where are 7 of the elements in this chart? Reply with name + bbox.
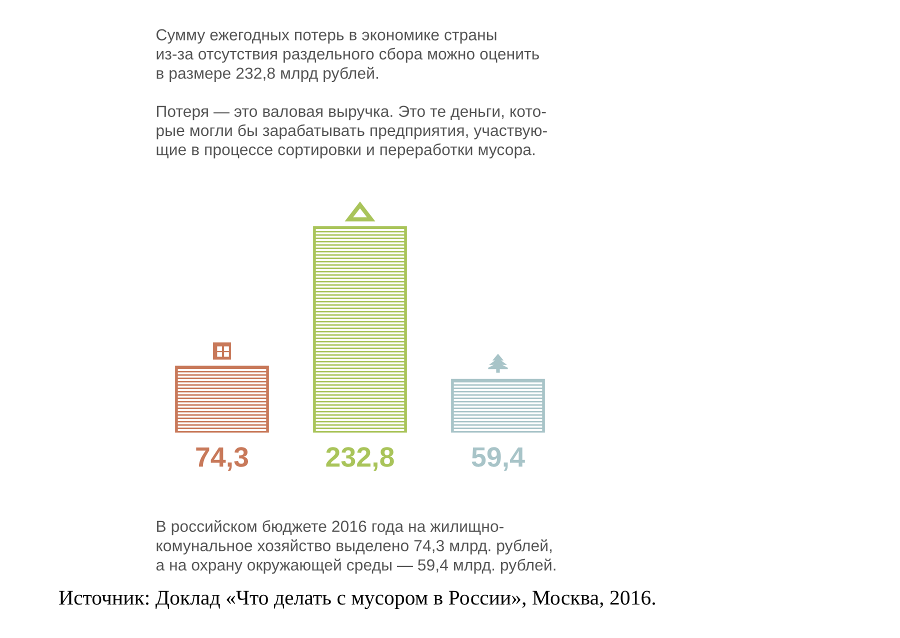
chart-title: Сумму ежегодных потерь в экономике страны из-за отсутствия раздельного сбора можно оценить в размере 232,8 млрд рублей. xyxy=(156,29,540,82)
chart-subtitle: Потеря — это валовая выручка. Это те деньги, кото- рые могли бы зарабатывать предприятия, участвую- щие в процессе сортировки и переработки мусора. xyxy=(156,106,547,158)
text: Источник: Доклад «Что делать с мусором в России», Москва, 2016. xyxy=(59,590,655,610)
text: В российском бюджете 2016 года на жилищно- комунальное хозяйство выделено 74,3 млрд. рублей, а на охрану окружающей среды — 59,4 млрд. рублей. xyxy=(156,520,556,574)
data-label: 59,4 xyxy=(472,447,525,471)
data-label: 232,8 xyxy=(326,447,394,471)
data-label: 74,3 xyxy=(196,447,248,471)
